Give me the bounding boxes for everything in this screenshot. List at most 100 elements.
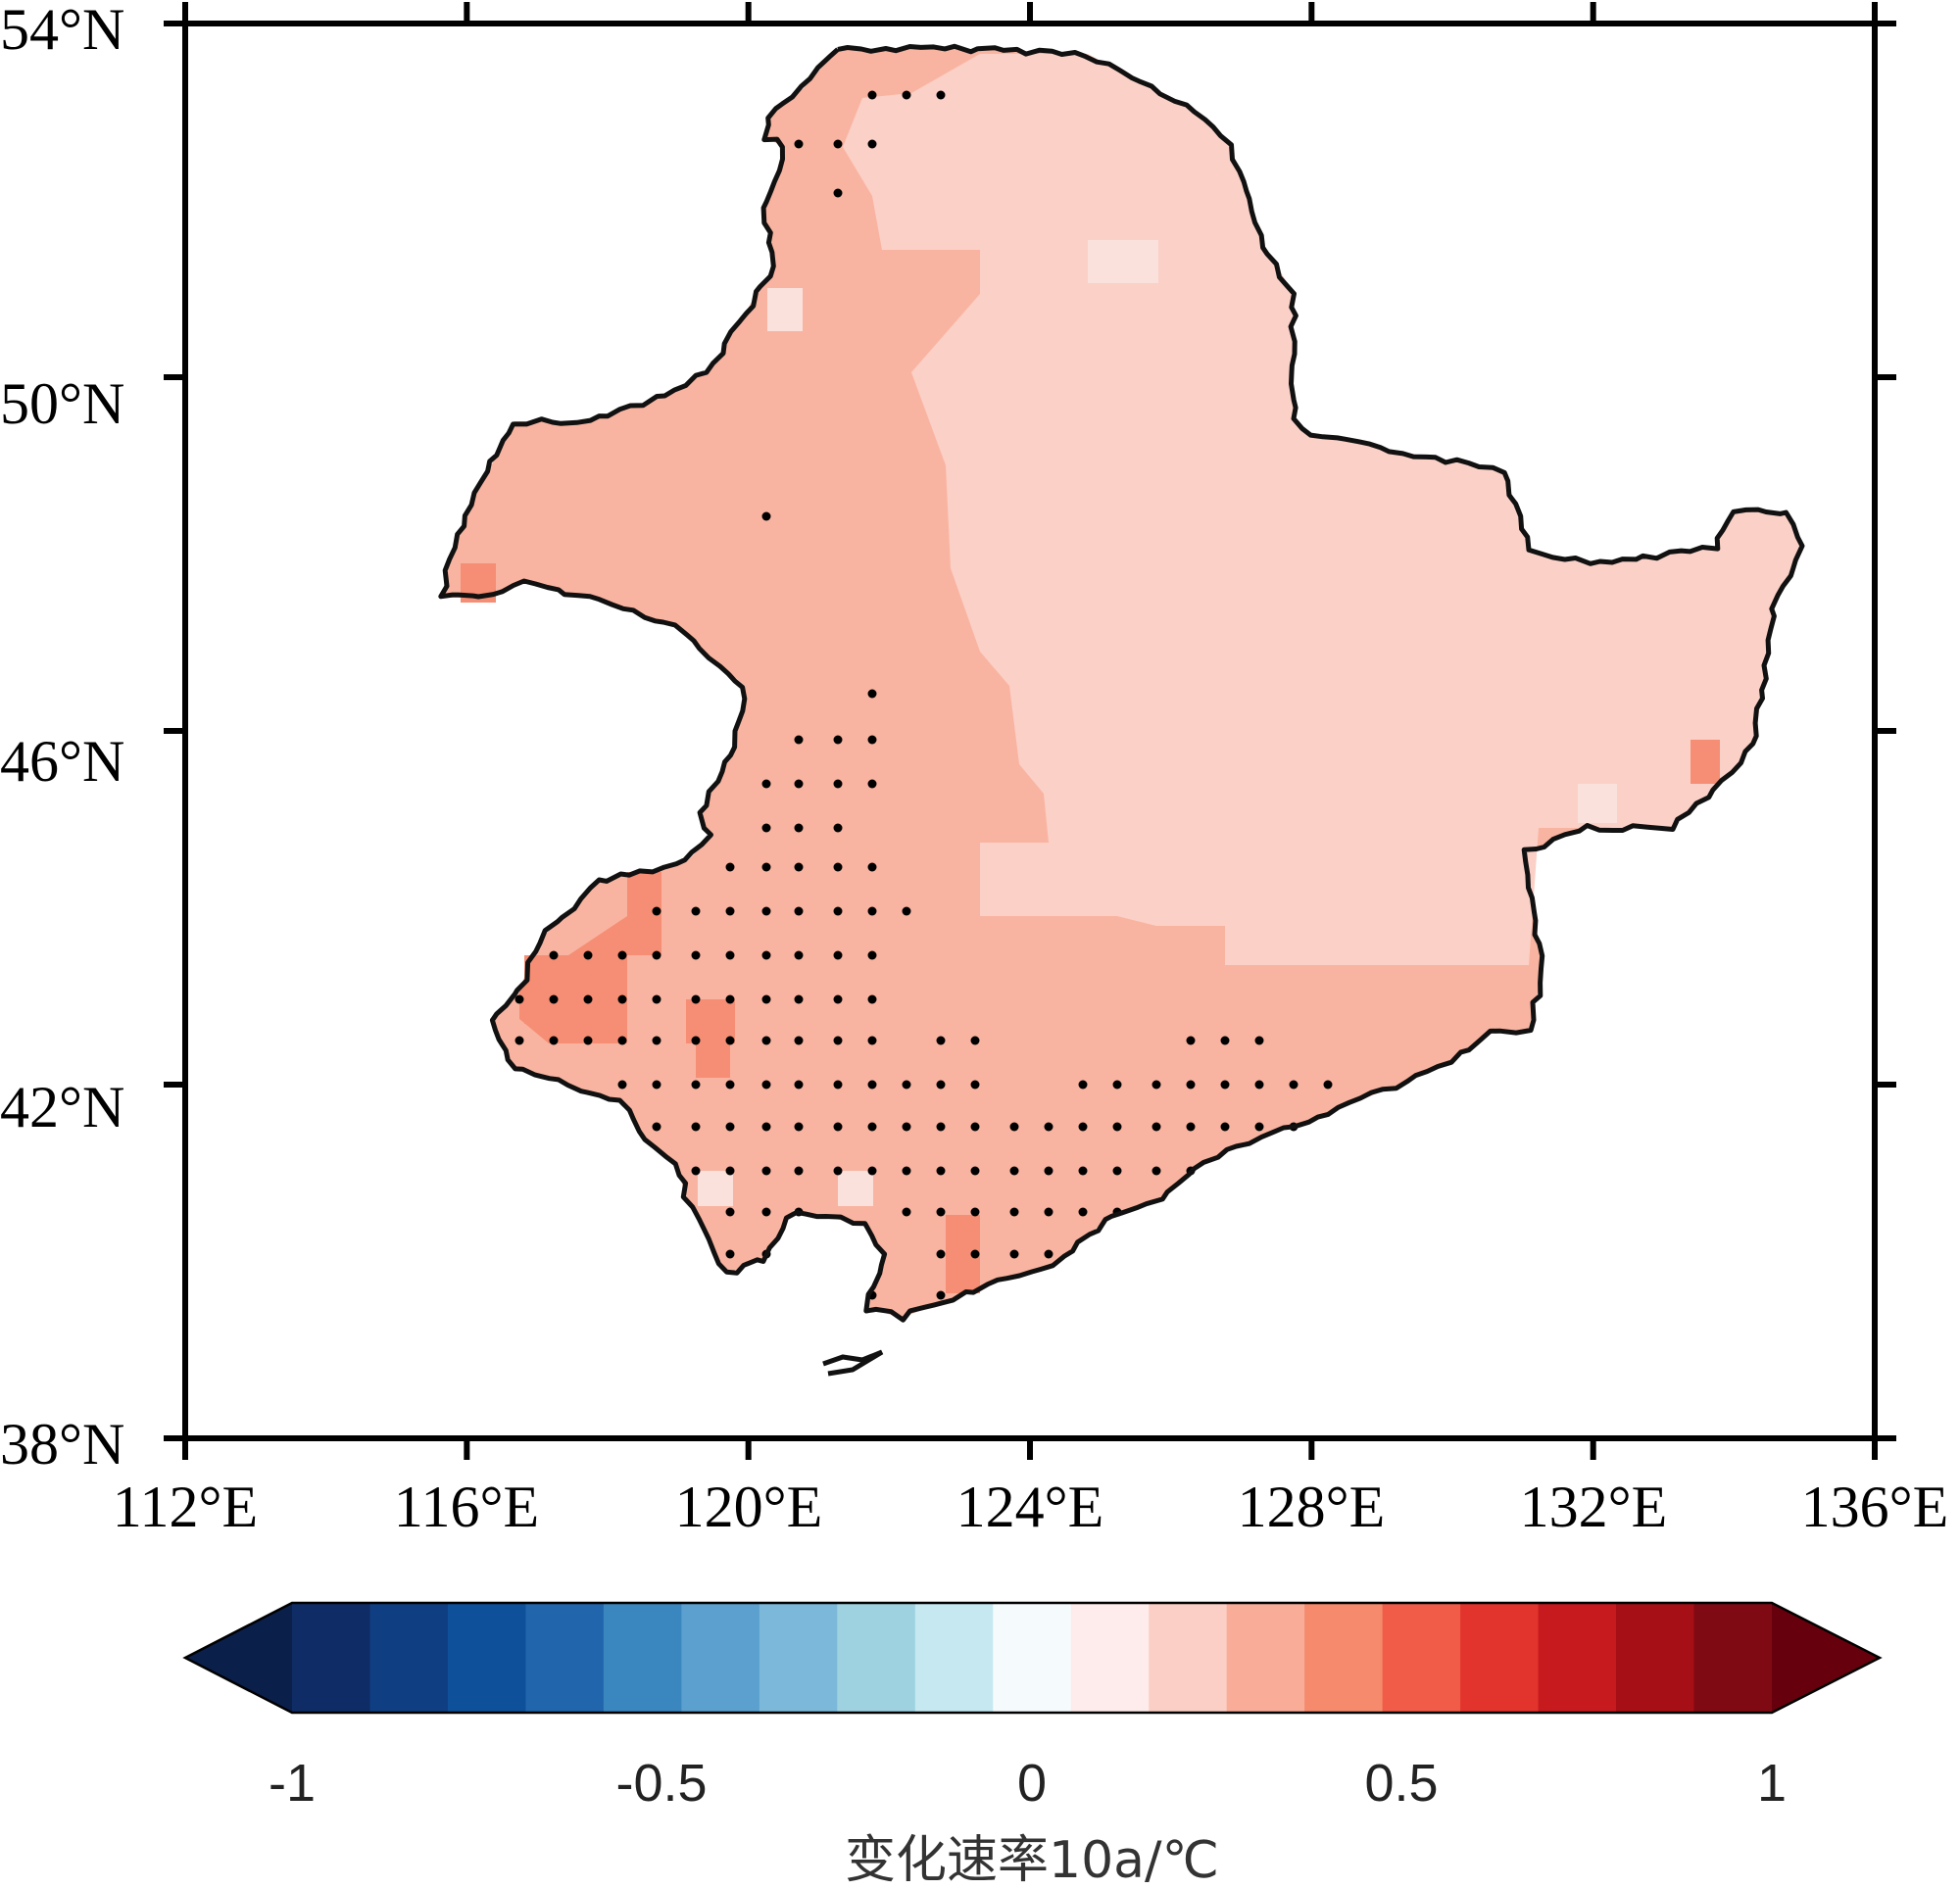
significance-dot xyxy=(794,1166,804,1176)
trend-fill-dark-patch-4 xyxy=(696,1043,730,1078)
significance-dot xyxy=(761,1207,771,1217)
significance-dot xyxy=(761,1080,771,1090)
significance-dot xyxy=(833,139,843,149)
colorbar-segment-10 xyxy=(1070,1603,1150,1713)
significance-dot xyxy=(902,1166,911,1176)
trend-fill-light-patch-2 xyxy=(1578,784,1617,823)
lon-label-124: 124°E xyxy=(956,1475,1104,1539)
significance-dot xyxy=(833,994,843,1004)
significance-dot xyxy=(833,862,843,872)
significance-dot xyxy=(691,950,701,960)
significance-dot xyxy=(794,1036,804,1045)
significance-dot xyxy=(1152,1166,1161,1176)
significance-dot xyxy=(867,1080,877,1090)
significance-dot xyxy=(833,188,843,198)
significance-dot xyxy=(617,950,627,960)
significance-dot xyxy=(514,1036,524,1045)
significance-dot xyxy=(794,906,804,916)
lat-label-50: 50°N xyxy=(0,371,124,436)
significance-dot xyxy=(794,1122,804,1132)
significance-dot xyxy=(936,1207,946,1217)
colorbar-segment-12 xyxy=(1226,1603,1305,1713)
lon-label-132: 132°E xyxy=(1520,1475,1668,1539)
significance-dot xyxy=(970,1249,980,1259)
axis-ticks xyxy=(164,2,1896,1460)
significance-dot xyxy=(867,90,877,100)
significance-dot xyxy=(794,1080,804,1090)
significance-dot xyxy=(902,1207,911,1217)
colorbar-outline xyxy=(182,1601,1883,1715)
significance-dot xyxy=(833,735,843,745)
colorbar-max-arrow xyxy=(1772,1603,1880,1713)
significance-dot xyxy=(936,1166,946,1176)
significance-dot xyxy=(761,1122,771,1132)
significance-dot xyxy=(725,906,735,916)
significance-dot xyxy=(1044,1249,1054,1259)
significance-dot xyxy=(1152,1122,1161,1132)
significance-dot xyxy=(652,1080,662,1090)
trend-fill-light-patch-0 xyxy=(1088,240,1158,283)
significance-dot xyxy=(1152,1080,1161,1090)
significance-dot xyxy=(549,994,559,1004)
significance-dot xyxy=(867,779,877,789)
significance-dot xyxy=(761,994,771,1004)
colorbar-segment-18 xyxy=(1693,1603,1773,1713)
colorbar-segment-11 xyxy=(1149,1603,1228,1713)
colorbar-tick-0: 0 xyxy=(1017,1754,1047,1813)
lat-label-54: 54°N xyxy=(0,0,124,62)
colorbar xyxy=(182,1601,1883,1715)
significance-dot xyxy=(761,1036,771,1045)
significance-dot xyxy=(583,950,593,960)
colorbar-segment-4 xyxy=(603,1603,682,1713)
significance-dot xyxy=(549,950,559,960)
significance-dot xyxy=(725,1036,735,1045)
significance-dot xyxy=(867,950,877,960)
colorbar-title: 变化速率10a/℃ xyxy=(845,1831,1219,1889)
significance-dot xyxy=(833,906,843,916)
colorbar-segment-8 xyxy=(914,1603,994,1713)
significance-dot xyxy=(833,1080,843,1090)
colorbar-min-arrow xyxy=(185,1603,292,1713)
significance-dot xyxy=(652,994,662,1004)
significance-dot xyxy=(902,1080,911,1090)
latitude-labels: 54°N 50°N 46°N 42°N 38°N xyxy=(0,0,124,1477)
significance-dot xyxy=(1009,1249,1019,1259)
significance-dot xyxy=(833,823,843,833)
significance-dot xyxy=(794,994,804,1004)
colorbar-segment-13 xyxy=(1304,1603,1384,1713)
significance-dot xyxy=(1009,1207,1019,1217)
significance-dot xyxy=(1112,1080,1122,1090)
significance-dot xyxy=(652,1122,662,1132)
colorbar-segment-17 xyxy=(1616,1603,1695,1713)
significance-dot xyxy=(725,1166,735,1176)
colorbar-segment-3 xyxy=(525,1603,605,1713)
significance-dot xyxy=(936,1036,946,1045)
colorbar-segment-15 xyxy=(1460,1603,1540,1713)
significance-dot xyxy=(725,950,735,960)
colorbar-segment-9 xyxy=(993,1603,1072,1713)
significance-dot xyxy=(1220,1080,1230,1090)
significance-dot xyxy=(652,906,662,916)
lat-label-38: 38°N xyxy=(0,1412,124,1477)
significance-dot xyxy=(936,90,946,100)
significance-dot xyxy=(794,779,804,789)
significance-dot xyxy=(691,994,701,1004)
significance-dot xyxy=(970,1080,980,1090)
significance-dot xyxy=(794,950,804,960)
significance-dot xyxy=(1254,1036,1264,1045)
colorbar-segment-7 xyxy=(837,1603,916,1713)
significance-dot xyxy=(514,994,524,1004)
significance-dot xyxy=(902,1122,911,1132)
colorbar-tick-05: 0.5 xyxy=(1364,1754,1438,1813)
region-boundary xyxy=(438,43,1805,1323)
significance-dot xyxy=(1254,1080,1264,1090)
significance-dot xyxy=(1078,1166,1088,1176)
significance-dot xyxy=(761,906,771,916)
significance-dot xyxy=(833,1036,843,1045)
colorbar-tick-neg1: -1 xyxy=(269,1754,316,1813)
significance-dot xyxy=(867,906,877,916)
significance-dot xyxy=(1044,1166,1054,1176)
significance-dot xyxy=(970,1166,980,1176)
significance-dot xyxy=(691,1166,701,1176)
